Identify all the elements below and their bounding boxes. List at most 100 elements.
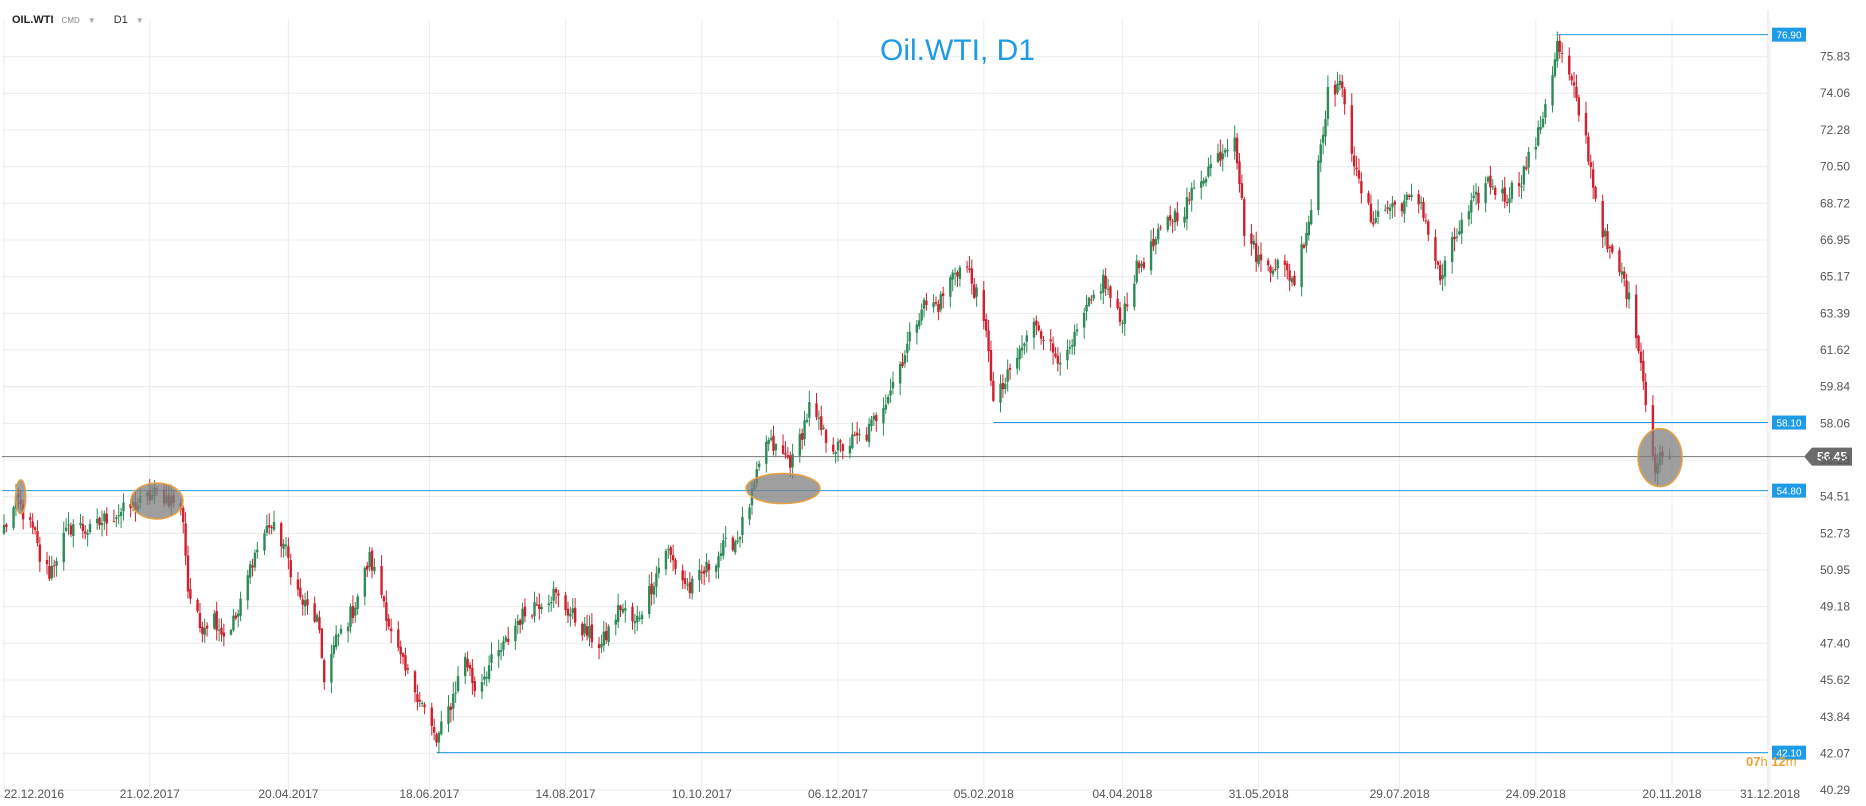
candle-body xyxy=(346,626,350,632)
candle-body xyxy=(1436,261,1440,265)
candle-body xyxy=(12,507,15,528)
candle-body xyxy=(373,566,376,572)
candle-body xyxy=(1200,181,1203,188)
candle-body xyxy=(79,522,82,525)
chevron-down-icon[interactable]: ▼ xyxy=(87,15,96,25)
candle-body xyxy=(781,445,785,454)
candle-body xyxy=(466,658,469,668)
candle-body xyxy=(1527,151,1530,168)
candle-body xyxy=(671,555,675,561)
y-tick-label: 58.06 xyxy=(1820,416,1850,430)
candle-body xyxy=(741,516,744,536)
candle-body xyxy=(688,582,692,594)
y-tick-label: 72.28 xyxy=(1820,123,1850,137)
candle-body xyxy=(984,319,988,331)
candle-body xyxy=(968,268,971,270)
y-tick-label: 52.73 xyxy=(1820,526,1850,540)
candle-body xyxy=(1386,207,1389,209)
candle-body xyxy=(1001,383,1005,390)
candle-body xyxy=(922,299,926,309)
candle-body xyxy=(1525,167,1528,169)
candle-body xyxy=(296,579,300,590)
candle-body xyxy=(1235,137,1239,164)
candle-body xyxy=(299,587,302,598)
candle-body xyxy=(970,268,974,284)
candle-body xyxy=(822,427,825,429)
candle-body xyxy=(270,527,273,529)
level-tag xyxy=(1772,483,1806,498)
candle-body xyxy=(889,390,892,396)
highlight-zone xyxy=(745,472,821,505)
candle-body xyxy=(129,504,132,509)
candle-body xyxy=(198,613,202,629)
candle-body xyxy=(421,702,424,704)
chevron-down-icon[interactable]: ▼ xyxy=(135,15,144,25)
candle-body xyxy=(272,522,276,530)
candle-body xyxy=(791,454,794,468)
candle-body xyxy=(901,362,904,367)
timeframe-label[interactable]: D1 xyxy=(113,14,128,26)
candle-body xyxy=(619,605,622,611)
candle-body xyxy=(1417,194,1420,205)
symbol-label[interactable]: OIL.WTI xyxy=(12,14,54,26)
candle-body xyxy=(1283,260,1287,265)
candle-body xyxy=(1154,239,1158,245)
candle-body xyxy=(523,606,527,617)
candle-body xyxy=(1025,335,1028,342)
candle-body xyxy=(67,524,70,526)
candle-body xyxy=(1223,150,1227,153)
candle-body xyxy=(473,681,476,691)
candle-body xyxy=(600,643,603,648)
candle-body xyxy=(1343,89,1346,105)
candle-body xyxy=(485,676,488,679)
candle-body xyxy=(1104,275,1107,289)
candle-body xyxy=(263,533,266,551)
y-axis: 75.83 74.06 72.28 70.50 68.72 66.95 65.17 63.39… xyxy=(1820,50,1850,797)
candle-body xyxy=(1307,221,1310,236)
chart-grid xyxy=(2,10,1771,791)
candle-body xyxy=(1422,201,1425,219)
candle-body xyxy=(855,432,859,436)
candle-body xyxy=(908,331,911,342)
current-price-label: 56.45 xyxy=(1817,450,1847,464)
candle-body xyxy=(755,469,758,484)
timer-hours-unit: h xyxy=(1760,754,1768,769)
level-tag-label: 54.80 xyxy=(1776,487,1801,498)
candle-body xyxy=(987,330,990,352)
candle-body xyxy=(201,626,204,634)
candle-body xyxy=(1168,215,1172,221)
candle-body xyxy=(853,434,856,436)
candle-body xyxy=(934,302,938,304)
candle-body xyxy=(607,626,610,643)
candle-body xyxy=(385,602,388,621)
category-label: CMD xyxy=(61,15,80,25)
candle-body xyxy=(112,521,116,523)
candle-body xyxy=(1106,288,1110,290)
candle-body xyxy=(1455,236,1459,238)
candle-body xyxy=(366,565,369,570)
candle-body xyxy=(182,507,185,523)
candle-body xyxy=(282,543,285,549)
candle-body xyxy=(1037,325,1040,331)
candle-body xyxy=(1568,55,1571,75)
candle-body xyxy=(31,521,34,528)
candle-body xyxy=(800,433,804,440)
candle-body xyxy=(538,604,541,610)
candle-body xyxy=(674,559,677,569)
level-tag xyxy=(1772,745,1806,760)
candle-body xyxy=(1611,245,1614,253)
candle-body xyxy=(117,515,120,517)
candle-body xyxy=(50,565,53,579)
candle-body xyxy=(72,524,75,537)
candle-body xyxy=(786,455,790,458)
y-tick-label: 56.28 xyxy=(1820,453,1850,467)
candle-body xyxy=(1135,260,1138,283)
candle-body xyxy=(1360,181,1363,194)
candle-body xyxy=(1125,304,1129,307)
candle-body xyxy=(315,615,319,622)
candle-body xyxy=(1082,312,1086,328)
candle-body xyxy=(616,605,620,622)
candle-body xyxy=(1558,40,1561,52)
candle-body xyxy=(236,613,240,617)
